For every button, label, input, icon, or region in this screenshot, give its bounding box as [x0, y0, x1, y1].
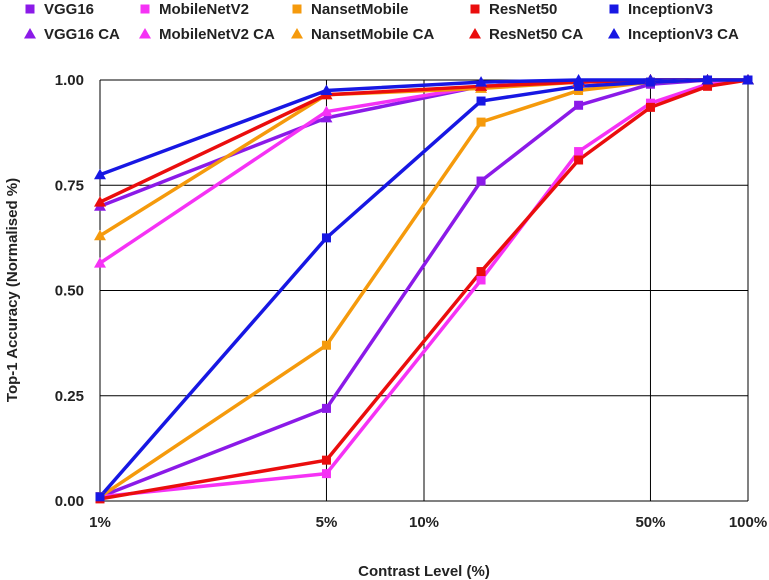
point-inceptionv3 [703, 75, 713, 85]
legend-label-vgg16: VGG16 [44, 1, 94, 18]
legend-label-nansetmobile-ca: NansetMobile CA [311, 26, 435, 43]
point-mobilenetv2 [574, 147, 584, 157]
point-mobilenetv2-ca [94, 257, 106, 268]
x-tick-label: 10% [409, 514, 439, 531]
point-inceptionv3-ca [320, 84, 333, 96]
legend-marker-resnet50 [470, 4, 480, 14]
legend-label-mobilenetv2-ca: MobileNetV2 CA [159, 26, 275, 43]
y-tick-label: 0.00 [55, 493, 84, 510]
point-inceptionv3 [574, 81, 584, 91]
y-tick-label: 1.00 [55, 72, 84, 89]
point-resnet50 [321, 455, 331, 465]
legend-label-mobilenetv2: MobileNetV2 [159, 1, 249, 18]
grid [99, 79, 749, 502]
point-nansetmobile [476, 117, 486, 127]
legend: VGG16 MobileNetV2 NansetMobile ResNet50 Ince… [24, 1, 739, 43]
x-tick-label: 100% [729, 514, 767, 531]
point-inceptionv3 [645, 77, 655, 87]
point-inceptionv3 [476, 96, 486, 106]
legend-marker-nansetmobile [292, 4, 302, 14]
point-inceptionv3 [743, 75, 753, 85]
x-tick-label: 1% [89, 514, 111, 531]
point-mobilenetv2 [476, 275, 486, 285]
point-inceptionv3 [95, 492, 105, 502]
legend-label-vgg16-ca: VGG16 CA [44, 26, 120, 43]
legend-marker-vgg16 [25, 4, 35, 14]
legend-marker-mobilenetv2 [140, 4, 150, 14]
point-resnet50 [574, 155, 584, 165]
legend-marker-vgg16-ca [24, 28, 36, 39]
point-inceptionv3-ca [475, 76, 488, 87]
x-tick-label: 5% [316, 514, 338, 531]
point-vgg16 [476, 176, 486, 186]
point-inceptionv3 [321, 233, 331, 243]
y-axis-title: Top-1 Accuracy (Normalised %) [4, 178, 21, 402]
legend-marker-mobilenetv2-ca [139, 28, 151, 39]
y-tick-label: 0.50 [55, 283, 84, 300]
series-markers [94, 74, 754, 504]
y-axis-ticks: 0.00 0.25 0.50 0.75 1.00 [55, 72, 84, 510]
x-tick-label: 50% [635, 514, 665, 531]
legend-label-inceptionv3: InceptionV3 [628, 1, 713, 18]
y-tick-label: 0.25 [55, 388, 84, 405]
x-axis-title: Contrast Level (%) [358, 563, 490, 580]
y-tick-label: 0.75 [55, 177, 84, 194]
point-resnet50-ca [94, 196, 106, 207]
x-axis-ticks: 1% 5% 10% 50% 100% [89, 514, 767, 531]
legend-marker-nansetmobile-ca [291, 28, 303, 39]
point-nansetmobile [321, 340, 331, 350]
point-mobilenetv2 [321, 469, 331, 479]
legend-marker-inceptionv3 [609, 4, 619, 14]
legend-label-resnet50-ca: ResNet50 CA [489, 26, 583, 43]
legend-marker-resnet50-ca [469, 28, 481, 39]
point-resnet50 [476, 267, 486, 277]
legend-label-nansetmobile: NansetMobile [311, 1, 409, 18]
point-vgg16 [321, 403, 331, 413]
legend-marker-inceptionv3-ca [608, 28, 620, 39]
legend-label-resnet50: ResNet50 [489, 1, 557, 18]
point-inceptionv3-ca [94, 168, 106, 180]
point-mobilenetv2-ca [320, 105, 333, 117]
point-resnet50 [703, 81, 713, 91]
point-resnet50 [645, 102, 655, 112]
point-vgg16 [574, 100, 584, 110]
point-nansetmobile-ca [94, 229, 106, 241]
legend-label-inceptionv3-ca: InceptionV3 CA [628, 26, 739, 43]
point-vgg16-ca [320, 111, 333, 123]
